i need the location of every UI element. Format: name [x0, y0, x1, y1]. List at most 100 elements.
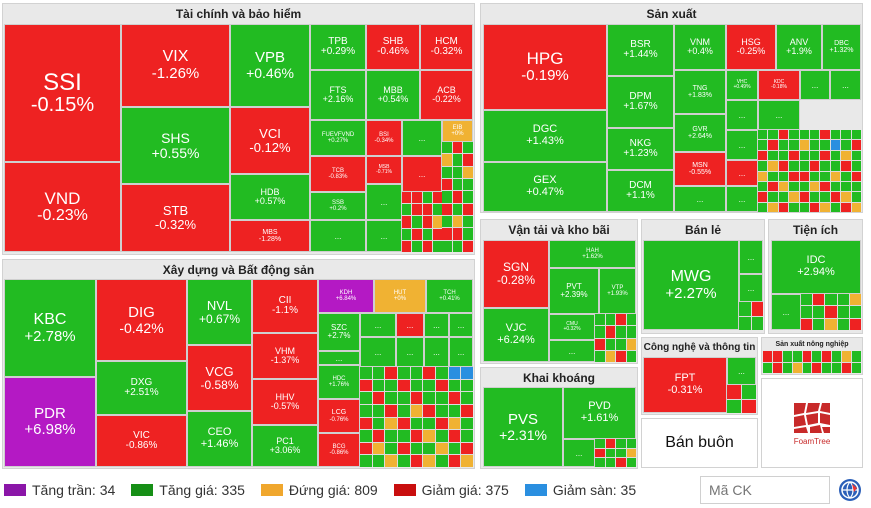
- tile-vhm[interactable]: VHM -1.37%: [252, 333, 318, 379]
- tile-hsg[interactable]: HSG -0.25%: [726, 24, 776, 70]
- tile-ssb[interactable]: SSB +0.2%: [310, 192, 366, 220]
- tile-idc[interactable]: IDC +2.94%: [771, 240, 861, 294]
- tile-tpb[interactable]: TPB +0.29%: [310, 24, 366, 70]
- tile-gvr[interactable]: GVR +2.64%: [674, 114, 726, 152]
- tile-hpg[interactable]: HPG -0.19%: [483, 24, 607, 110]
- small-tiles-mosaic: [402, 192, 442, 252]
- tile-fpt[interactable]: FPT -0.31%: [643, 357, 727, 413]
- tile-nvl[interactable]: NVL +0.67%: [187, 279, 252, 345]
- tile-vjc[interactable]: VJC +6.24%: [483, 308, 549, 362]
- tile-more[interactable]: ...: [424, 313, 449, 337]
- tile-more[interactable]: ...: [402, 156, 442, 192]
- tile-more[interactable]: ...: [739, 240, 763, 274]
- tile-dpm[interactable]: DPM +1.67%: [607, 76, 674, 128]
- tile-vhc[interactable]: VHC +0.49%: [726, 70, 758, 100]
- tile-tch[interactable]: TCH +0.41%: [426, 279, 473, 313]
- tile-szc[interactable]: SZC +2.7%: [318, 313, 360, 351]
- tile-pc1[interactable]: PC1 +3.06%: [252, 425, 318, 467]
- tile-more[interactable]: ...: [360, 313, 396, 337]
- tile-anv[interactable]: ANV +1.9%: [776, 24, 822, 70]
- tile-vcg[interactable]: VCG -0.58%: [187, 345, 252, 411]
- tile-pvd[interactable]: PVD +1.61%: [563, 387, 636, 439]
- tile-mbs[interactable]: MBS -1.28%: [230, 220, 310, 252]
- tile-more[interactable]: ...: [396, 337, 424, 367]
- tile-pvs[interactable]: PVS +2.31%: [483, 387, 563, 467]
- tile-more[interactable]: ...: [402, 120, 442, 156]
- tile-tng[interactable]: TNG +1.83%: [674, 70, 726, 114]
- tile-more[interactable]: ...: [396, 313, 424, 337]
- tile-more[interactable]: ...: [739, 274, 763, 302]
- tile-dig[interactable]: DIG -0.42%: [96, 279, 187, 361]
- tile-acb[interactable]: ACB -0.22%: [420, 70, 473, 120]
- tile-more[interactable]: ...: [726, 186, 758, 212]
- tile-cii[interactable]: CII -1.1%: [252, 279, 318, 333]
- stock-code-search-input[interactable]: [700, 476, 830, 504]
- tile-lcg[interactable]: LCG -0.76%: [318, 399, 360, 433]
- tile-more[interactable]: ...: [449, 337, 473, 367]
- tile-hah[interactable]: HAH +1.62%: [549, 240, 636, 268]
- tile-hdb[interactable]: HDB +0.57%: [230, 174, 310, 220]
- tile-symbol: GEX: [533, 174, 557, 187]
- tile-vpb[interactable]: VPB +0.46%: [230, 24, 310, 107]
- tile-pdr[interactable]: PDR +6.98%: [4, 377, 96, 467]
- tile-ssi[interactable]: SSI -0.15%: [4, 24, 121, 162]
- tile-more[interactable]: ...: [726, 130, 758, 160]
- tile-more[interactable]: ...: [424, 337, 449, 367]
- tile-bsi[interactable]: BSI -0.34%: [366, 120, 402, 156]
- tile-msb[interactable]: MSB -0.71%: [366, 156, 402, 184]
- tile-pvt[interactable]: PVT +2.39%: [549, 268, 599, 314]
- tile-kdc[interactable]: KDC -0.18%: [758, 70, 800, 100]
- tile-shs[interactable]: SHS +0.55%: [121, 107, 230, 184]
- tile-hhv[interactable]: HHV -0.57%: [252, 379, 318, 425]
- tile-bcg[interactable]: BCG -0.86%: [318, 433, 360, 467]
- tile-mbb[interactable]: MBB +0.54%: [366, 70, 420, 120]
- tile-more[interactable]: ...: [727, 357, 756, 385]
- tile-more[interactable]: ...: [830, 70, 861, 100]
- tile-ceo[interactable]: CEO +1.46%: [187, 411, 252, 467]
- tile-dcm[interactable]: DCM +1.1%: [607, 170, 674, 212]
- tile-gex[interactable]: GEX +0.47%: [483, 162, 607, 212]
- tile-hcm[interactable]: HCM -0.32%: [420, 24, 473, 70]
- tile-hdc[interactable]: HDC +1.76%: [318, 365, 360, 399]
- tile-more[interactable]: ...: [360, 337, 396, 367]
- tile-msn[interactable]: MSN -0.55%: [674, 152, 726, 186]
- tile-stb[interactable]: STB -0.32%: [121, 184, 230, 252]
- tile-eib[interactable]: EIB +0%: [442, 120, 473, 142]
- tile-kdh[interactable]: KDH +6.84%: [318, 279, 374, 313]
- tile-more[interactable]: ...: [726, 160, 758, 186]
- tile-dbc[interactable]: DBC +1.32%: [822, 24, 861, 70]
- tile-vnm[interactable]: VNM +0.4%: [674, 24, 726, 70]
- tile-dgc[interactable]: DGC +1.43%: [483, 110, 607, 162]
- tile-more[interactable]: ...: [800, 70, 830, 100]
- tile-more[interactable]: ...: [366, 220, 402, 252]
- tile-more[interactable]: ...: [366, 184, 402, 220]
- tile-vic[interactable]: VIC -0.86%: [96, 415, 187, 467]
- tile-more[interactable]: ...: [549, 340, 595, 362]
- tile-mwg[interactable]: MWG +2.27%: [643, 240, 739, 330]
- tile-more[interactable]: ...: [674, 186, 726, 212]
- tile-more[interactable]: ...: [318, 351, 360, 365]
- sector-wholesale[interactable]: Bán buôn: [641, 418, 758, 468]
- tile-more[interactable]: ...: [758, 100, 800, 130]
- tile-tcb[interactable]: TCB -0.83%: [310, 156, 366, 192]
- tile-cmu[interactable]: CMU +0.32%: [549, 314, 595, 340]
- tile-more[interactable]: ...: [771, 294, 801, 330]
- tile-dxg[interactable]: DXG +2.51%: [96, 361, 187, 415]
- tile-fuevfvnd[interactable]: FUEVFVND +0.27%: [310, 120, 366, 156]
- tile-nkg[interactable]: NKG +1.23%: [607, 128, 674, 170]
- tile-hut[interactable]: HUT +0%: [374, 279, 426, 313]
- tile-kbc[interactable]: KBC +2.78%: [4, 279, 96, 377]
- tile-sgn[interactable]: SGN -0.28%: [483, 240, 549, 308]
- tile-bsr[interactable]: BSR +1.44%: [607, 24, 674, 76]
- tile-vci[interactable]: VCI -0.12%: [230, 107, 310, 174]
- tile-vtp[interactable]: VTP +1.93%: [599, 268, 636, 314]
- tile-more[interactable]: ...: [563, 439, 595, 467]
- tile-more[interactable]: ...: [310, 220, 366, 252]
- tile-more[interactable]: ...: [726, 100, 758, 130]
- tile-vnd[interactable]: VND -0.23%: [4, 162, 121, 252]
- tile-fts[interactable]: FTS +2.16%: [310, 70, 366, 120]
- tile-more[interactable]: ...: [449, 313, 473, 337]
- tile-vix[interactable]: VIX -1.26%: [121, 24, 230, 107]
- globe-icon[interactable]: [838, 478, 862, 502]
- tile-shb[interactable]: SHB -0.46%: [366, 24, 420, 70]
